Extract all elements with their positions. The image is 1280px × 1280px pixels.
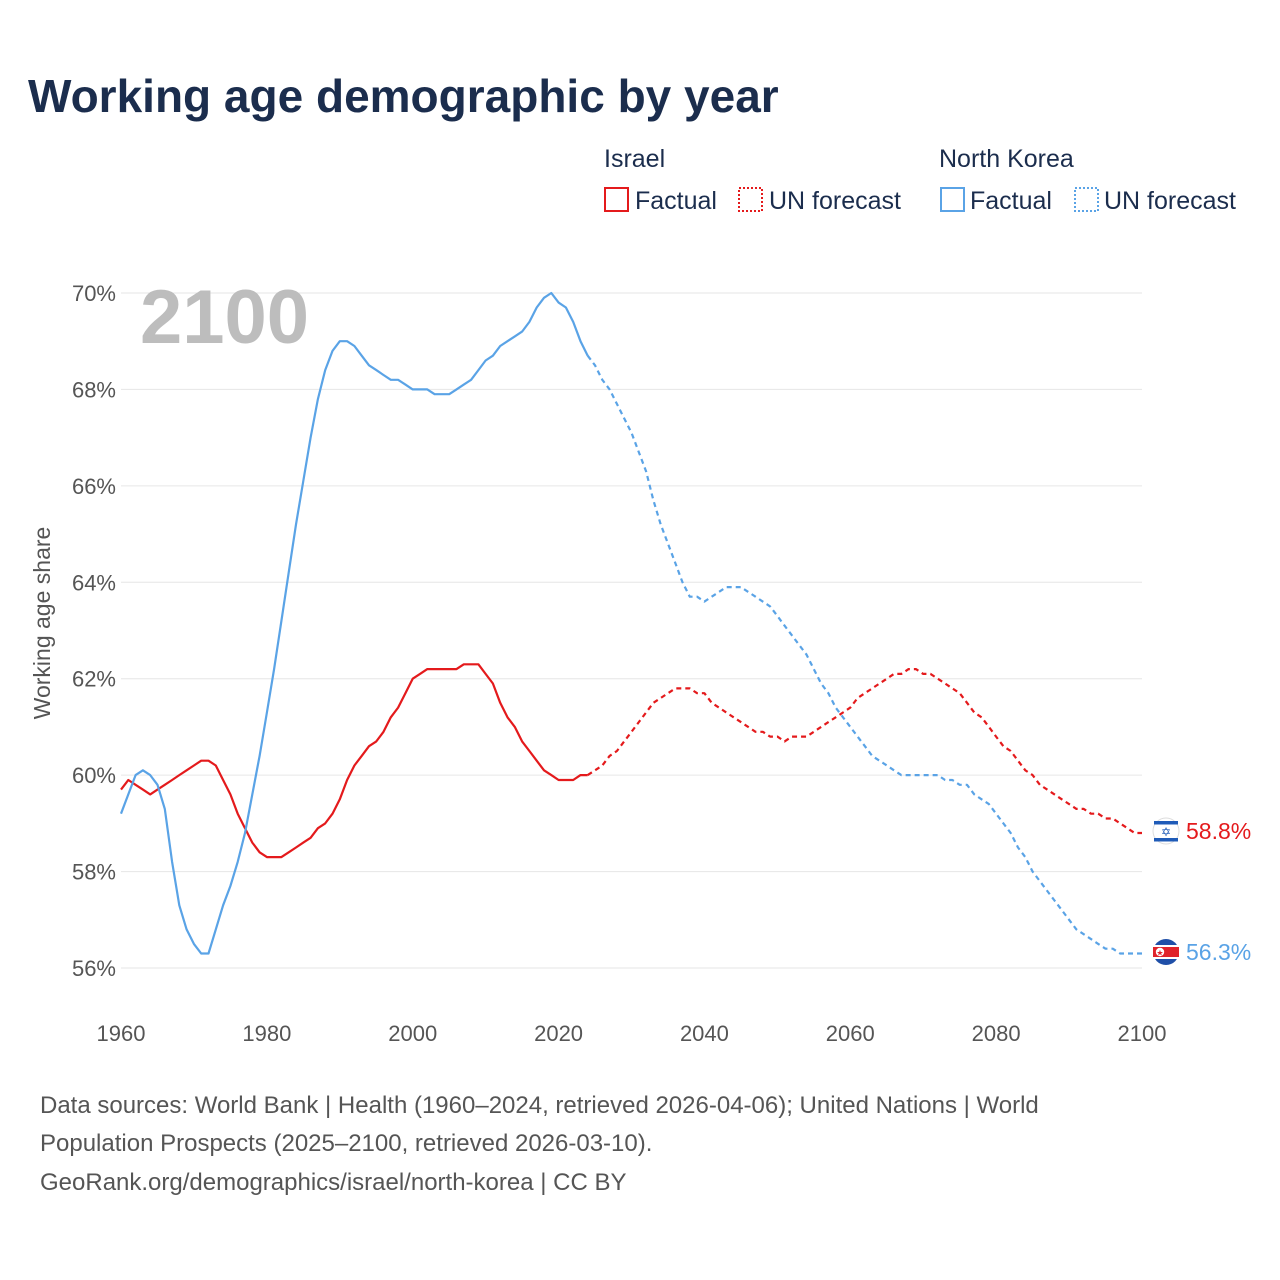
- north-korea-end-value: 56.3%: [1186, 939, 1251, 965]
- series-layer: [119, 291, 1142, 955]
- y-tick-label: 64%: [72, 570, 116, 595]
- gridlines: [121, 292, 1142, 969]
- y-tick-label: 68%: [72, 377, 116, 402]
- israel-end-value: 58.8%: [1186, 818, 1251, 844]
- legend-label-israel-forecast: UN forecast: [769, 187, 901, 215]
- legend-label-north-korea-forecast: UN forecast: [1104, 187, 1236, 215]
- north-korea-star-icon: ★: [1156, 949, 1163, 958]
- x-tick-label: 2040: [680, 1021, 729, 1046]
- y-tick-label: 56%: [72, 956, 116, 981]
- x-tick-label: 1980: [242, 1021, 291, 1046]
- israel-forecast-line: [587, 668, 1142, 835]
- chart-title: Working age demographic by year: [28, 70, 779, 122]
- legend-swatch-north-korea-factual: [940, 187, 965, 212]
- star-of-david-icon: ✡: [1161, 825, 1171, 839]
- x-tick-label: 1960: [97, 1021, 146, 1046]
- israel-factual-line: [120, 663, 588, 859]
- y-axis-ticks: 56% 58% 60% 62% 64% 66% 68% 70%: [72, 281, 116, 981]
- legend-group-israel: Israel: [604, 145, 665, 173]
- source-line-3: GeoRank.org/demographics/israel/north-ko…: [40, 1169, 627, 1196]
- north-korea-end-marker: ★: [1153, 939, 1179, 965]
- x-axis-ticks: 1960 1980 2000 2020 2040 2060 2080 2100: [97, 1021, 1167, 1046]
- legend-swatch-north-korea-forecast: [1074, 187, 1099, 212]
- y-tick-label: 66%: [72, 474, 116, 499]
- legend-label-israel-factual: Factual: [635, 187, 717, 215]
- x-tick-label: 2060: [826, 1021, 875, 1046]
- y-tick-label: 60%: [72, 763, 116, 788]
- legend-swatch-israel-forecast: [738, 187, 763, 212]
- legend-swatch-israel-factual: [604, 187, 629, 212]
- x-tick-label: 2000: [388, 1021, 437, 1046]
- north-korea-factual-line: [119, 291, 589, 955]
- y-tick-label: 70%: [72, 281, 116, 306]
- north-korea-forecast-line: [586, 355, 1142, 955]
- legend-label-north-korea-factual: Factual: [970, 187, 1052, 215]
- israel-flag-stripe-top: [1154, 821, 1178, 825]
- legend-group-north-korea: North Korea: [939, 145, 1074, 173]
- legend: Israel Factual UN forecast North Korea F…: [604, 145, 1236, 215]
- source-line-2: Population Prospects (2025–2100, retriev…: [40, 1130, 652, 1157]
- x-tick-label: 2020: [534, 1021, 583, 1046]
- x-tick-label: 2080: [972, 1021, 1021, 1046]
- north-korea-flag-disc: [1155, 947, 1165, 957]
- highlight-year: 2100: [140, 275, 309, 360]
- x-tick-label: 2100: [1118, 1021, 1167, 1046]
- y-axis-label: Working age share: [29, 527, 55, 720]
- y-tick-label: 58%: [72, 860, 116, 885]
- source-line-1: Data sources: World Bank | Health (1960–…: [40, 1092, 1039, 1119]
- north-korea-flag-red: [1153, 947, 1179, 957]
- israel-flag-stripe-bottom: [1154, 838, 1178, 842]
- israel-end-marker: ✡: [1152, 817, 1180, 845]
- y-tick-label: 62%: [72, 667, 116, 692]
